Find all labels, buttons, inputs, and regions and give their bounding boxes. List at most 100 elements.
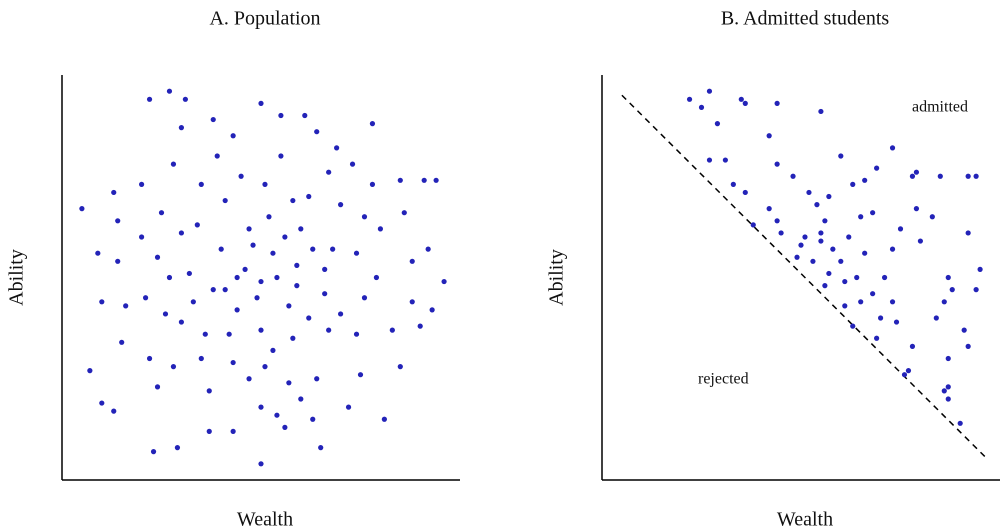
point <box>838 153 844 159</box>
point <box>429 307 435 313</box>
point <box>99 299 105 305</box>
point <box>826 270 832 277</box>
point <box>706 157 713 163</box>
point <box>234 274 240 281</box>
point <box>270 250 276 256</box>
point <box>889 145 896 151</box>
point <box>210 116 216 123</box>
point <box>154 254 161 260</box>
point <box>714 121 721 127</box>
point <box>774 100 780 106</box>
point <box>945 384 951 390</box>
point <box>381 416 387 422</box>
point <box>206 388 212 394</box>
point <box>314 129 320 135</box>
point <box>965 343 971 349</box>
point <box>933 315 939 321</box>
point <box>170 161 177 167</box>
point <box>818 230 824 236</box>
point <box>310 246 316 252</box>
point <box>778 230 784 236</box>
point <box>822 283 828 289</box>
point <box>806 189 812 196</box>
point <box>246 376 252 382</box>
point <box>246 226 252 232</box>
annotation: admitted <box>912 99 968 116</box>
point <box>170 364 177 370</box>
panel-title: B. Admitted students <box>721 8 890 30</box>
point <box>174 445 181 451</box>
point <box>417 323 423 329</box>
point <box>897 226 904 232</box>
point <box>361 295 368 301</box>
point <box>238 173 244 179</box>
point <box>178 319 184 325</box>
point <box>115 218 121 224</box>
point <box>973 173 979 179</box>
point <box>242 266 248 272</box>
point <box>909 343 916 349</box>
point <box>210 287 216 293</box>
point <box>154 384 161 390</box>
point <box>957 420 963 426</box>
point <box>286 380 292 386</box>
point <box>862 250 868 256</box>
point <box>889 246 896 252</box>
point <box>433 177 439 183</box>
point <box>421 177 427 183</box>
point <box>338 202 344 208</box>
point <box>913 169 920 175</box>
point <box>838 258 844 264</box>
point <box>742 100 748 106</box>
point <box>941 299 947 305</box>
point <box>218 246 224 252</box>
point <box>874 165 880 171</box>
point <box>254 295 260 301</box>
point <box>119 339 125 345</box>
threshold-line <box>621 94 989 461</box>
point <box>202 331 208 337</box>
point <box>810 258 816 264</box>
point <box>929 214 935 220</box>
point <box>226 331 232 337</box>
point <box>893 319 900 325</box>
point <box>87 368 93 374</box>
y-axis-label: Ability <box>546 249 568 306</box>
point <box>750 222 756 228</box>
point <box>901 372 908 378</box>
point <box>111 408 117 414</box>
point <box>425 246 431 252</box>
point <box>389 327 395 333</box>
point <box>166 88 173 94</box>
point <box>830 246 836 252</box>
point <box>322 291 328 297</box>
point <box>373 274 380 281</box>
point <box>881 274 888 281</box>
point <box>162 311 169 317</box>
point <box>913 206 920 212</box>
point <box>95 250 101 256</box>
point <box>115 258 121 264</box>
point <box>369 121 376 127</box>
point <box>198 355 204 362</box>
point <box>194 222 200 228</box>
point <box>858 214 864 220</box>
y-axis-label: Ability <box>6 249 28 306</box>
point <box>186 270 192 277</box>
point <box>262 181 268 187</box>
point <box>397 364 403 370</box>
point <box>842 303 848 309</box>
point <box>258 100 264 106</box>
point <box>298 226 304 232</box>
point <box>334 145 340 151</box>
point <box>158 210 165 216</box>
point <box>79 206 85 212</box>
point <box>230 359 236 366</box>
point <box>278 112 284 119</box>
point <box>294 283 300 289</box>
point <box>357 372 364 378</box>
point <box>409 299 415 305</box>
point <box>961 327 967 333</box>
point <box>401 210 407 216</box>
point <box>361 214 368 220</box>
